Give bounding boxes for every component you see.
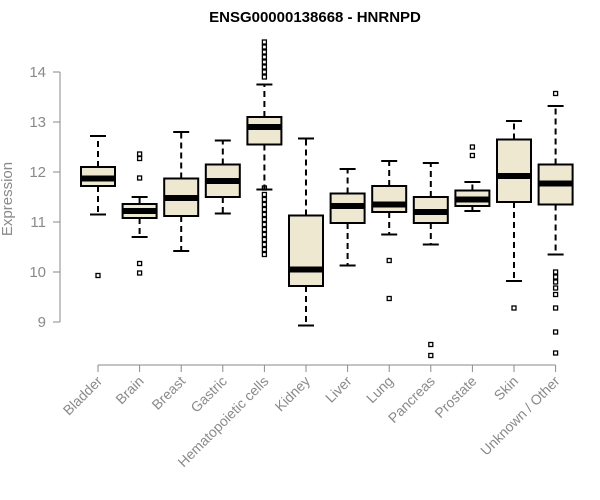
chart-title: ENSG00000138668 - HNRNPD: [209, 9, 421, 26]
outlier-point: [261, 221, 268, 228]
box-group: [121, 151, 158, 276]
box-group: [246, 39, 283, 258]
outlier-point: [552, 279, 559, 285]
outlier-point: [261, 246, 268, 253]
outlier-point: [261, 201, 268, 208]
y-tick-label: 10: [29, 264, 46, 281]
x-tick-label: Kidney: [272, 373, 314, 415]
outlier-point: [386, 295, 392, 302]
y-tick-label: 11: [30, 214, 46, 231]
outlier-point: [136, 175, 143, 181]
outlier-point: [552, 329, 559, 335]
outlier-point: [428, 341, 434, 348]
outlier-point: [261, 44, 268, 50]
outlier-point: [136, 260, 143, 267]
y-tick-label: 13: [29, 114, 46, 131]
outlier-point: [552, 274, 559, 280]
outlier-point: [261, 74, 268, 80]
x-tick-label: Bladder: [60, 373, 106, 419]
box-group: [288, 137, 324, 327]
box-group: [371, 160, 408, 302]
outlier-point: [261, 251, 268, 258]
outlier-point: [261, 226, 268, 233]
outlier-point: [261, 39, 268, 45]
outlier-point: [261, 69, 268, 75]
y-tick-label: 12: [29, 164, 46, 181]
outlier-point: [261, 231, 268, 238]
outlier-point: [95, 272, 101, 279]
outlier-point: [261, 216, 268, 223]
outlier-point: [469, 152, 476, 159]
x-tick-label: Breast: [148, 373, 188, 413]
outlier-point: [261, 211, 268, 218]
outlier-point: [261, 49, 268, 55]
outlier-point: [261, 185, 268, 191]
outlier-point: [136, 151, 143, 157]
outlier-point: [136, 270, 143, 276]
x-tick-label: Brain: [112, 373, 146, 407]
x-tick-label: Prostate: [431, 373, 479, 421]
outlier-point: [552, 350, 559, 356]
outlier-point: [552, 269, 559, 275]
box-group: [496, 120, 532, 311]
box-group: [412, 162, 449, 359]
outlier-point: [261, 191, 268, 198]
box-series: [80, 39, 574, 359]
outlier-point: [469, 144, 476, 150]
x-tick-label: Liver: [322, 373, 355, 406]
outlier-point: [261, 196, 268, 203]
outlier-point: [511, 305, 517, 311]
outlier-point: [386, 257, 392, 264]
x-tick-label: Lung: [363, 373, 396, 406]
outlier-point: [552, 305, 559, 311]
box: [496, 138, 532, 203]
box: [371, 185, 408, 213]
y-tick-label: 14: [29, 64, 46, 81]
box-group: [204, 139, 241, 215]
outlier-point: [261, 64, 268, 70]
box-group: [454, 144, 491, 212]
outlier-point: [428, 352, 434, 359]
y-axis: 9 10 11 12 13 14: [29, 64, 61, 331]
outlier-point: [261, 54, 268, 60]
y-axis-label: Expression: [0, 162, 16, 236]
box-group: [329, 168, 366, 267]
x-tick-label: Skin: [491, 373, 522, 404]
y-tick-label: 9: [38, 314, 46, 331]
outlier-point: [552, 285, 559, 291]
x-tick-label: Unknown / Other: [477, 373, 563, 459]
outlier-point: [261, 241, 268, 248]
box-group: [163, 131, 200, 252]
outlier-point: [261, 206, 268, 213]
box: [288, 214, 324, 287]
outlier-point: [552, 291, 559, 298]
outlier-point: [261, 236, 268, 243]
box-group: [80, 135, 116, 279]
box-group: [537, 90, 574, 356]
outlier-point: [136, 155, 143, 162]
outlier-point: [552, 90, 559, 97]
box: [246, 116, 283, 146]
outlier-point: [261, 59, 268, 65]
